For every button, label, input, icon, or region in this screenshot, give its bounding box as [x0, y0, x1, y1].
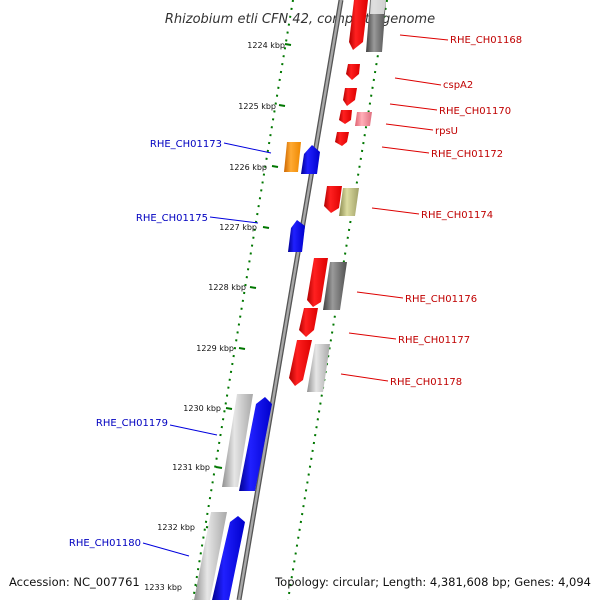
scale-ticks	[195, 43, 292, 588]
gene-RHE_CH01178-cds	[307, 344, 330, 392]
gene-label: RHE_CH01177	[398, 335, 470, 346]
gene-RHE_CH01175	[288, 220, 305, 252]
leader-RHE_CH01173	[223, 142, 272, 154]
tick-label: 1233 kbp	[144, 583, 182, 592]
gene-label: RHE_CH01168	[450, 35, 522, 46]
leader-RHE_CH01172	[381, 146, 430, 154]
label-leader-lines	[142, 34, 449, 557]
reverse-strand-genes	[194, 142, 320, 600]
tick-label: 1226 kbp	[229, 163, 267, 172]
gene-RHE_CH01179	[222, 394, 253, 487]
tick-label: 1232 kbp	[157, 523, 195, 532]
gene-RHE_CH01173-cds	[301, 145, 320, 174]
tick-mark	[271, 165, 279, 168]
accession-text: Accession: NC_007761	[9, 575, 140, 589]
tick-mark	[225, 407, 233, 410]
scale-tick-labels: 1224 kbp 1225 kbp 1226 kbp 1227 kbp 1228…	[144, 41, 285, 592]
gene-RHE_CH01172	[335, 132, 349, 146]
gene-RHE_CH01177	[299, 308, 318, 337]
tick-mark	[262, 226, 270, 229]
leader-RHE_CH01178	[340, 373, 389, 382]
gene-RHE_CH01180-cds	[212, 516, 245, 600]
tick-mark	[215, 466, 223, 469]
tick-mark	[238, 347, 246, 350]
reverse-outer-guide	[192, 0, 294, 600]
gene-RHE_CH01170	[343, 88, 357, 106]
genome-backbone	[236, 0, 344, 600]
leader-RHE_CH01170	[389, 103, 438, 111]
gene-label: RHE_CH01178	[390, 377, 462, 388]
gene-RHE_CH01176	[307, 258, 328, 307]
gene-RHE_CH01168	[349, 0, 368, 50]
forward-strand-genes	[289, 0, 386, 392]
tick-label: 1230 kbp	[183, 404, 221, 413]
tick-label: 1228 kbp	[208, 283, 246, 292]
gene-rpsU	[339, 110, 352, 124]
leader-rpsU	[385, 123, 434, 131]
gene-label: RHE_CH01175	[136, 213, 208, 224]
tick-label: 1227 kbp	[219, 223, 257, 232]
gene-cspA2	[346, 64, 360, 80]
tick-mark	[284, 43, 292, 46]
leader-cspA2	[394, 77, 442, 86]
tick-label: 1229 kbp	[196, 344, 234, 353]
leader-RHE_CH01175	[209, 216, 259, 224]
gene-RHE_CH01178	[289, 340, 312, 386]
gene-RHE_CH01176-cds	[323, 262, 347, 310]
gene-highlight	[370, 0, 386, 14]
leader-RHE_CH01180	[142, 542, 190, 557]
leader-RHE_CH01177	[348, 332, 397, 340]
gene-label: RHE_CH01170	[439, 106, 511, 117]
gene-label: RHE_CH01180	[69, 538, 141, 549]
gene-labels: RHE_CH01168 cspA2 RHE_CH01170 rpsU RHE_C…	[69, 35, 522, 549]
gene-rpsU-cds	[355, 112, 372, 126]
gene-label: rpsU	[435, 126, 458, 137]
gene-RHE_CH01174-cds	[339, 188, 359, 216]
tick-label: 1225 kbp	[238, 102, 276, 111]
gene-label: RHE_CH01176	[405, 294, 477, 305]
leader-RHE_CH01176	[356, 291, 404, 299]
leader-RHE_CH01179	[169, 424, 218, 436]
topology-text: Topology: circular; Length: 4,381,608 bp…	[275, 575, 591, 589]
gene-label: RHE_CH01173	[150, 139, 222, 150]
tick-mark	[278, 104, 286, 107]
gene-RHE_CH01174	[324, 186, 342, 213]
gene-label: RHE_CH01179	[96, 418, 168, 429]
gene-label: RHE_CH01174	[421, 210, 493, 221]
gene-label: RHE_CH01172	[431, 149, 503, 160]
map-title: Rhizobium etli CFN 42, complete genome	[165, 12, 435, 27]
leader-RHE_CH01174	[371, 207, 420, 215]
gene-label: cspA2	[443, 80, 473, 91]
tick-label: 1231 kbp	[172, 463, 210, 472]
gene-RHE_CH01180	[194, 512, 227, 600]
tick-label: 1224 kbp	[247, 41, 285, 50]
tick-mark	[249, 286, 257, 289]
gene-RHE_CH01179-cds	[239, 397, 272, 491]
leader-RHE_CH01168	[399, 34, 449, 41]
gene-RHE_CH01173	[284, 142, 301, 172]
